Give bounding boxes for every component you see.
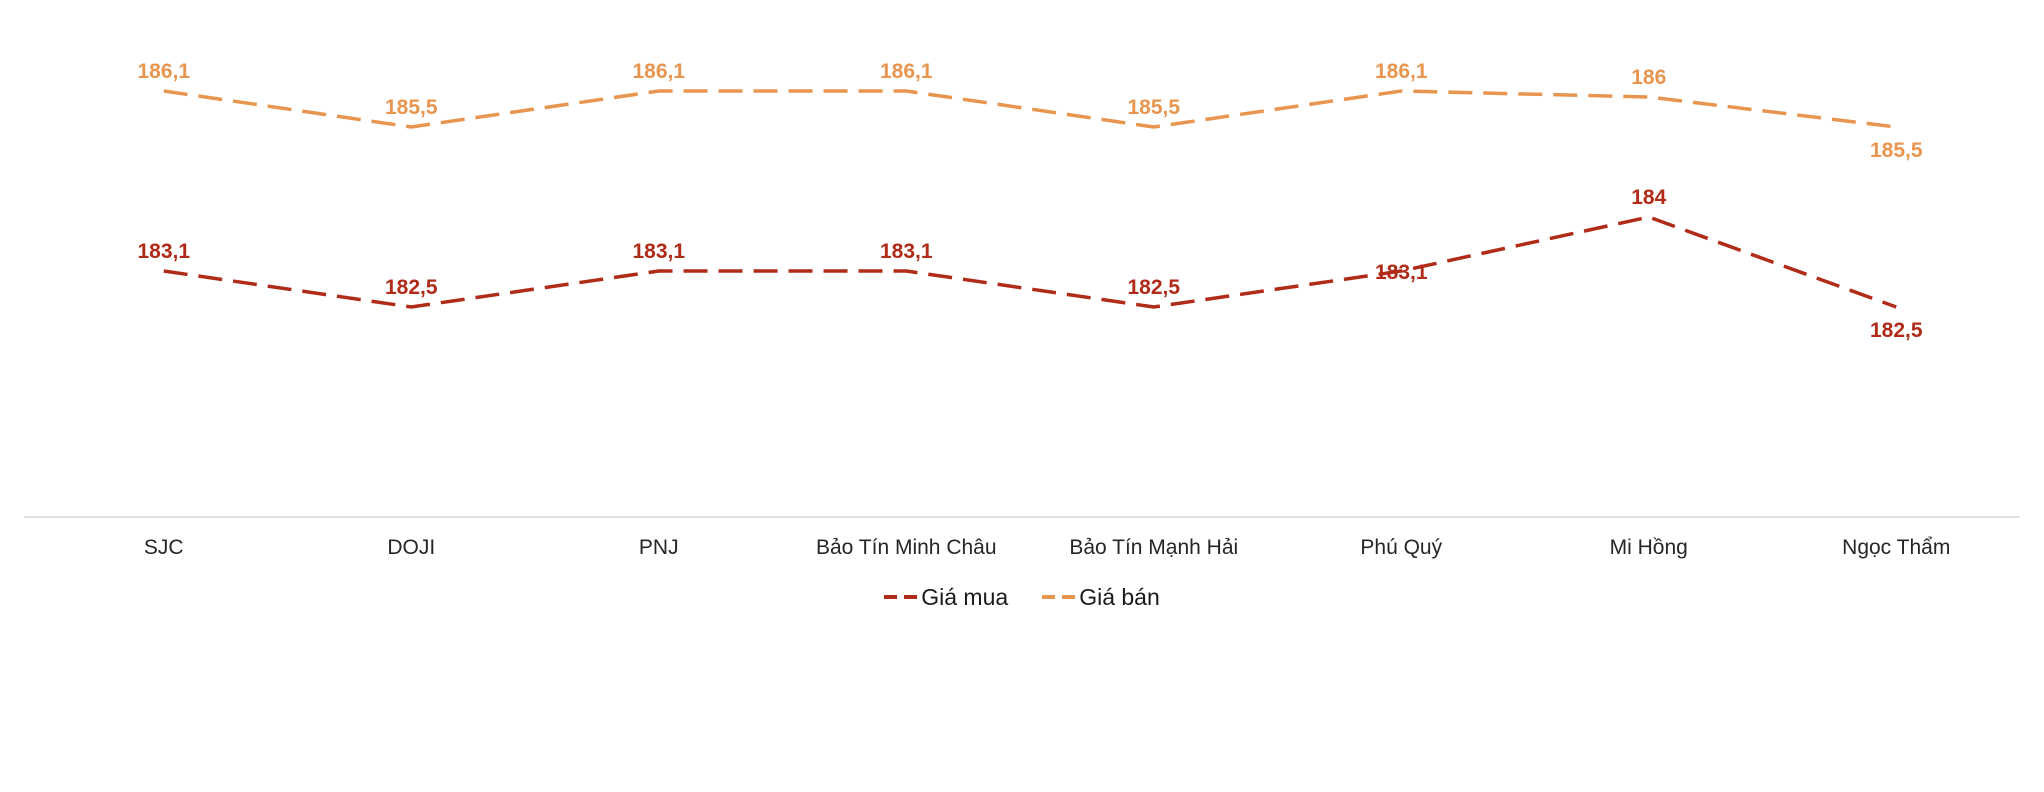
category-label-ngoc-tham: Ngọc Thẩm [1842,536,1951,559]
data-label-gia-ban: 185,5 [385,96,438,119]
data-label-gia-ban: 185,5 [1127,96,1180,119]
data-label-gia-mua: 184 [1631,186,1666,209]
category-label-pnj: PNJ [638,536,679,559]
data-label-gia-ban: 186,1 [880,60,933,83]
data-label-gia-ban: 186,1 [1375,60,1428,83]
category-label-sjc: SJC [143,536,184,559]
data-label-gia-mua: 182,5 [1127,276,1180,299]
legend: Giá mua Giá bán [0,576,2044,618]
series-line-gia-ban [163,89,1897,129]
category-label-bao-tin-minh-chau: Bảo Tín Minh Châu [815,536,997,559]
legend-label-gia-mua: Giá mua [921,583,1009,610]
data-label-gia-ban: 185,5 [1870,139,1923,162]
x-axis: SJC DOJI PNJ Bảo Tín Minh Châu Bảo Tín M… [0,520,2044,576]
legend-label-gia-ban: Giá bán [1079,583,1160,610]
category-label-doji: DOJI [387,536,436,559]
data-label-gia-mua: 183,1 [880,240,933,263]
legend-marker-gia-ban-icon [1042,595,1077,599]
data-label-gia-mua: 182,5 [385,276,438,299]
data-label-gia-mua: 183,1 [137,240,190,263]
plot-area: 183,1 182,5 183,1 183,1 182,5 183,1 184 182,5 18… [24,60,2020,518]
legend-marker-gia-mua-icon [884,595,919,599]
category-label-bao-tin-manh-hai: Bảo Tín Mạnh Hải [1069,536,1239,559]
data-label-gia-ban: 186,1 [632,60,685,83]
series-line-gia-mua [163,215,1897,309]
category-label-phu-quy: Phú Quý [1360,536,1443,559]
category-label-mi-hong: Mi Hồng [1609,536,1688,559]
data-label-gia-ban: 186,1 [137,60,190,83]
data-label-gia-mua: 182,5 [1870,319,1923,342]
legend-item-gia-ban: Giá bán [1042,584,1160,611]
data-label-gia-mua: 183,1 [632,240,685,263]
data-label-gia-ban: 186 [1631,66,1666,89]
data-label-gia-mua: 183,1 [1375,261,1428,284]
legend-item-gia-mua: Giá mua [884,584,1008,611]
